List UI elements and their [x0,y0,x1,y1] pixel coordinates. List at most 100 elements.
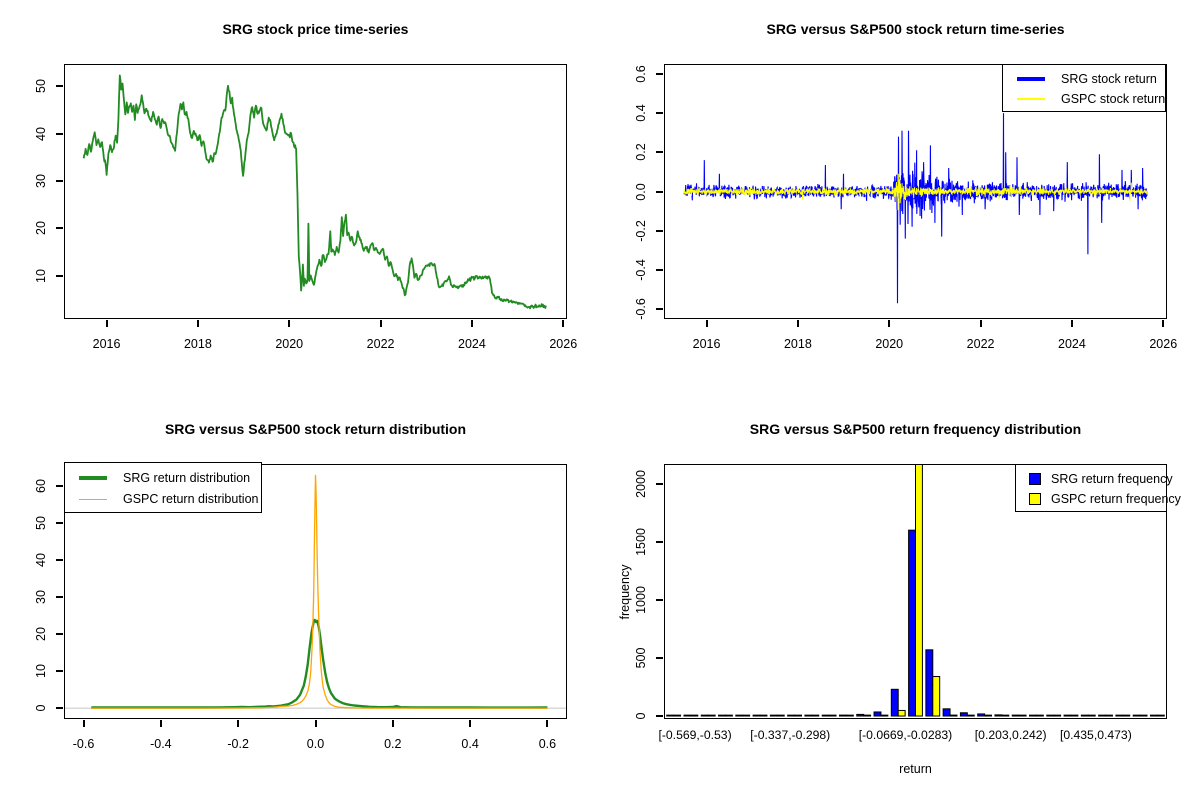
y-tick-label: 0.2 [634,143,648,161]
x-axis-title: return [899,762,932,776]
return-frequency-title: SRG versus S&P500 return frequency distr… [749,421,1082,437]
plot-box [63,63,567,319]
bar-gspc-27 [1139,714,1148,717]
bar-gspc-11 [863,714,872,717]
x-bin-label: [0.203,0.242) [974,728,1047,742]
legend-entry: SRG return frequency [1016,469,1173,489]
x-tick-label: 2024 [458,337,486,351]
x-tick-label: -0.6 [72,737,95,751]
legend-entry: GSPC return distribution [65,489,261,511]
y-tick-label: 50 [34,515,48,530]
x-tick-label: 2018 [183,337,212,351]
bar-srg-1 [683,714,692,717]
x-bin-label: [-0.0669,-0.0283) [858,728,953,742]
return-timeseries-svg [683,113,1148,304]
y-tick [55,274,63,277]
x-tick-label: 2026 [1149,337,1178,351]
plot-box [663,463,1167,719]
y-tick [55,596,63,599]
x-tick-label: 2020 [875,337,904,351]
y-tick-label: 0.6 [634,65,648,83]
x-tick-label: 0.0 [306,737,325,751]
bar-srg-6 [769,714,778,717]
panel-price-timeseries: SRG stock price time-series 10 20 30 40 50 20… [0,0,600,400]
x-tick-label: 2022 [366,337,395,351]
legend-label: GSPC stock return [1061,92,1166,106]
x-tick-label: 2024 [1058,337,1086,351]
y-tick [55,707,63,710]
price-timeseries-plot: 10 20 30 40 50 2016 2018 2020 2022 2024 2026 [0,0,600,400]
y-tick-label: -0.6 [634,298,648,320]
y-tick [655,268,663,271]
y-tick-label: 60 [34,478,48,493]
bar-srg-20 [1011,714,1020,717]
y-tick-label: 0 [634,712,648,720]
legend-entry: SRG stock return [1003,69,1165,89]
panel-return-frequency: SRG versus S&P500 return frequency distr… [600,400,1200,800]
panel-return-distribution: SRG versus S&P500 stock return distribut… [0,400,600,800]
x-tick [379,319,382,327]
y-tick-label: 20 [34,627,48,642]
bar-gspc-26 [1122,714,1131,717]
plot-canvas [65,65,566,318]
bar-srg-26 [1115,714,1124,717]
bar-gspc-16 [949,714,958,717]
plot-box [63,463,567,719]
legend-box-swatch [1029,473,1041,485]
y-tick-label: 30 [34,174,48,189]
bar-srg-17 [959,712,968,717]
return-distribution-svg [65,474,566,710]
bar-gspc-6 [776,714,785,717]
y-tick-label: 1500 [634,527,648,556]
panel-return-timeseries: SRG versus S&P500 stock return time-seri… [600,0,1200,400]
return-timeseries-plot: -0.6 -0.4 -0.2 0.0 0.2 0.4 0.6 2016 2018 2020 2022… [600,0,1200,400]
y-tick-label: 40 [34,552,48,567]
y-tick-label: 500 [634,647,648,669]
legend-line-swatch [1017,77,1045,81]
y-tick-label: 0.0 [634,182,648,201]
bar-gspc-23 [1070,714,1079,717]
y-tick-label: 0 [34,704,48,712]
y-tick-label: 10 [34,268,48,283]
legend-line-swatch [79,476,107,480]
bar-srg-12 [873,711,882,717]
bar-gspc-17 [966,714,975,717]
plot-canvas [665,65,1166,318]
x-tick [470,319,473,327]
bar-srg-27 [1132,714,1141,717]
bar-gspc-9 [828,714,837,717]
y-tick [655,715,663,718]
legend-box-swatch [1029,493,1041,505]
x-tick-label: 2016 [692,337,721,351]
x-tick-label: -0.4 [150,737,172,751]
x-tick-label: -0.2 [227,737,249,751]
bar-srg-23 [1063,714,1072,717]
y-tick [55,558,63,561]
bar-gspc-12 [880,714,889,717]
y-tick-label: 20 [34,221,48,236]
x-tick-label: 2016 [92,337,121,351]
legend-label: GSPC return distribution [123,492,259,507]
bar-gspc-3 [724,714,733,717]
legend-entry: SRG return distribution [65,467,261,489]
bar-gspc-28 [1156,714,1165,717]
y-tick [655,190,663,193]
x-tick [105,319,108,327]
bar-srg-9 [821,714,830,717]
plot-box [663,63,1167,319]
y-tick-label: 10 [34,664,48,679]
plot-canvas [665,465,1166,718]
y-tick [55,484,63,487]
legend: SRG return frequency GSPC return frequenc… [1015,464,1181,512]
x-tick [979,319,982,327]
bar-gspc-8 [811,714,820,717]
bar-gspc-20 [1018,714,1027,717]
return-timeseries-title: SRG versus S&P500 stock return time-seri… [766,21,1065,37]
bar-gspc-21 [1035,714,1044,717]
return-frequency-svg [666,465,1165,717]
bar-gspc-0 [673,714,682,717]
x-tick [288,319,291,327]
bar-srg-7 [787,714,796,717]
bar-srg-15 [925,649,934,717]
